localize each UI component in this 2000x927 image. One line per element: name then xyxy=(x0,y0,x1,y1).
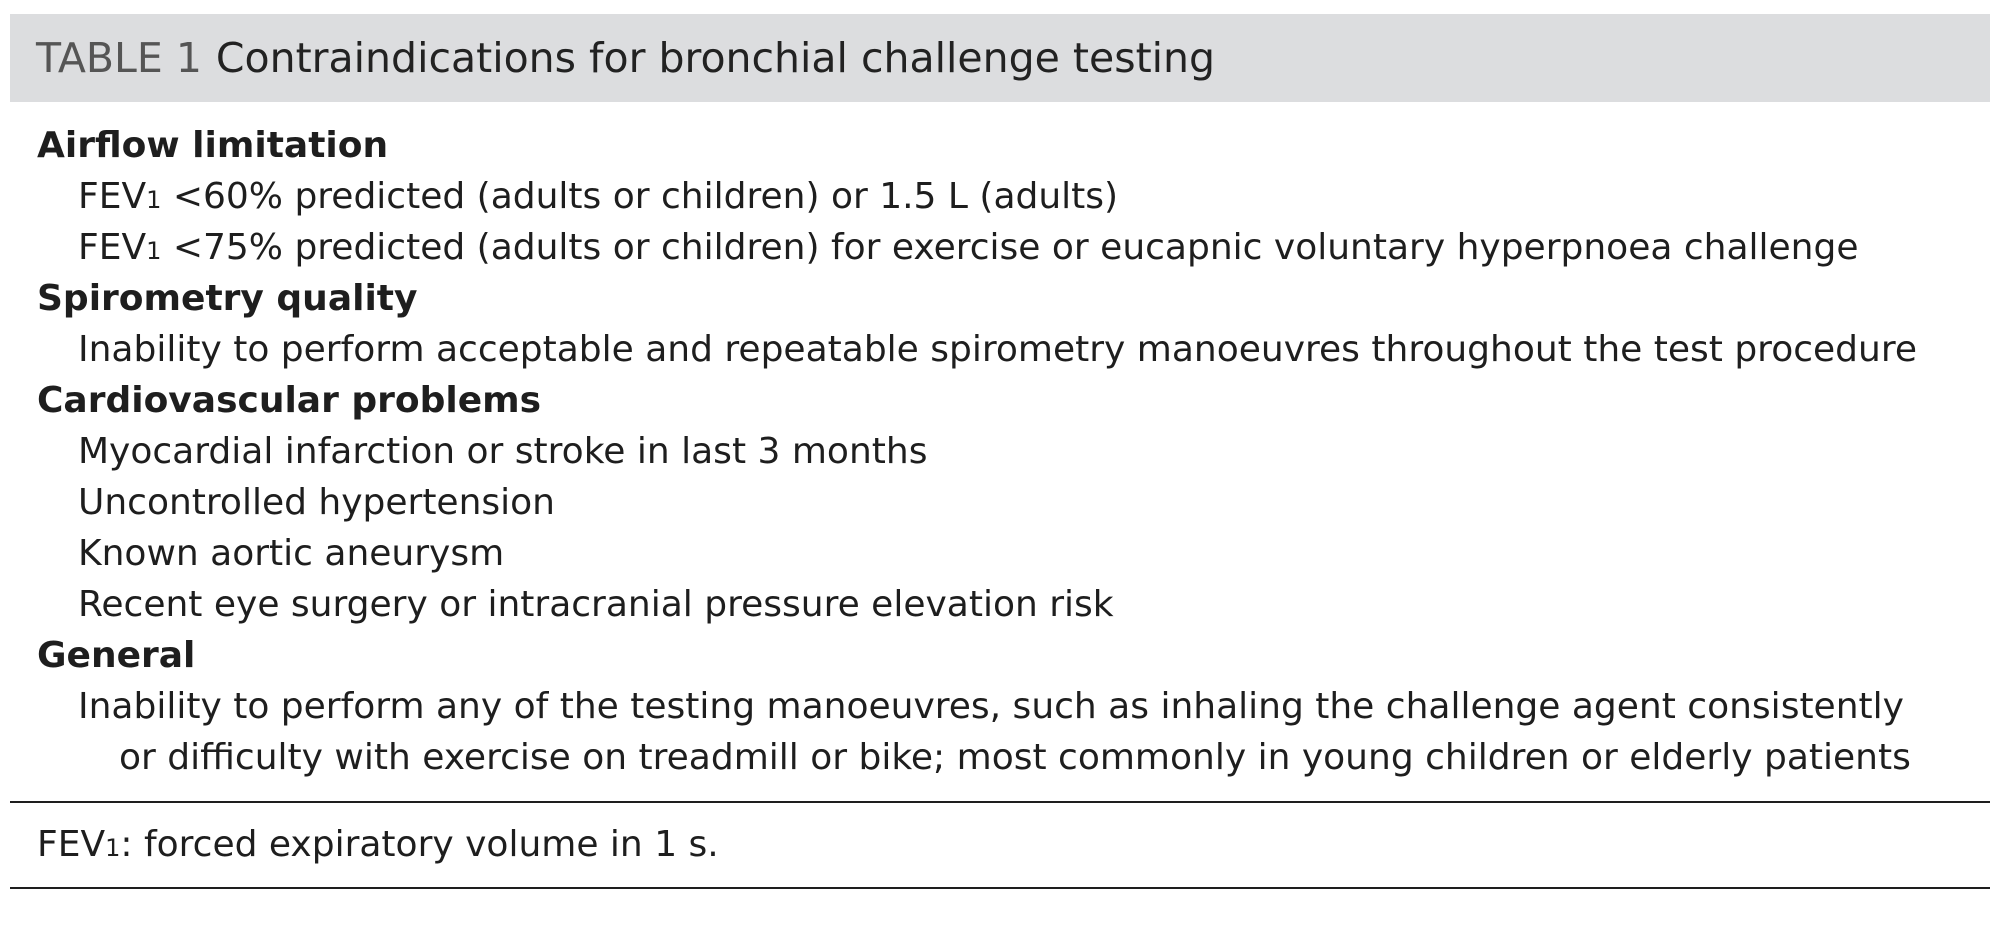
list-item: FEV1 <75% predicted (adults or children)… xyxy=(10,222,1990,273)
subscript: 1 xyxy=(146,237,162,265)
subscript: 1 xyxy=(146,186,162,214)
table-body: Airflow limitation FEV1 <60% predicted (… xyxy=(10,102,1990,801)
divider xyxy=(10,801,1990,803)
section-heading-cardiovascular-problems: Cardiovascular problems xyxy=(37,380,542,421)
table-title: Contraindications for bronchial challeng… xyxy=(215,34,1216,82)
section-heading-airflow-limitation: Airflow limitation xyxy=(37,125,389,166)
item-text: <75% predicted (adults or children) for … xyxy=(161,227,1859,268)
table-footnote: FEV1: forced expiratory volume in 1 s. xyxy=(10,803,1990,887)
table-label: TABLE 1 xyxy=(36,34,202,82)
list-item: Uncontrolled hypertension xyxy=(78,482,555,523)
item-text: FEV xyxy=(78,227,147,268)
list-item: Myocardial infarction or stroke in last … xyxy=(78,431,928,472)
section-heading-spirometry-quality: Spirometry quality xyxy=(37,278,418,319)
section-heading-general: General xyxy=(37,635,196,676)
table: TABLE 1 Contraindications for bronchial … xyxy=(10,14,1990,889)
list-item: FEV1 <60% predicted (adults or children)… xyxy=(10,171,1990,222)
list-item-continuation: or difficulty with exercise on treadmill… xyxy=(119,737,1911,778)
list-item: Inability to perform acceptable and repe… xyxy=(78,329,1917,370)
subscript: 1 xyxy=(105,834,121,862)
item-text: <60% predicted (adults or children) or 1… xyxy=(161,176,1119,217)
list-item: Inability to perform any of the testing … xyxy=(78,686,1904,727)
item-text: FEV xyxy=(78,176,147,217)
footnote-text: : forced expiratory volume in 1 s. xyxy=(120,824,719,865)
divider xyxy=(10,887,1990,889)
list-item: Known aortic aneurysm xyxy=(78,533,505,574)
list-item: Recent eye surgery or intracranial press… xyxy=(78,584,1114,625)
table-caption: TABLE 1 Contraindications for bronchial … xyxy=(10,14,1990,102)
footnote-text: FEV xyxy=(37,824,106,865)
